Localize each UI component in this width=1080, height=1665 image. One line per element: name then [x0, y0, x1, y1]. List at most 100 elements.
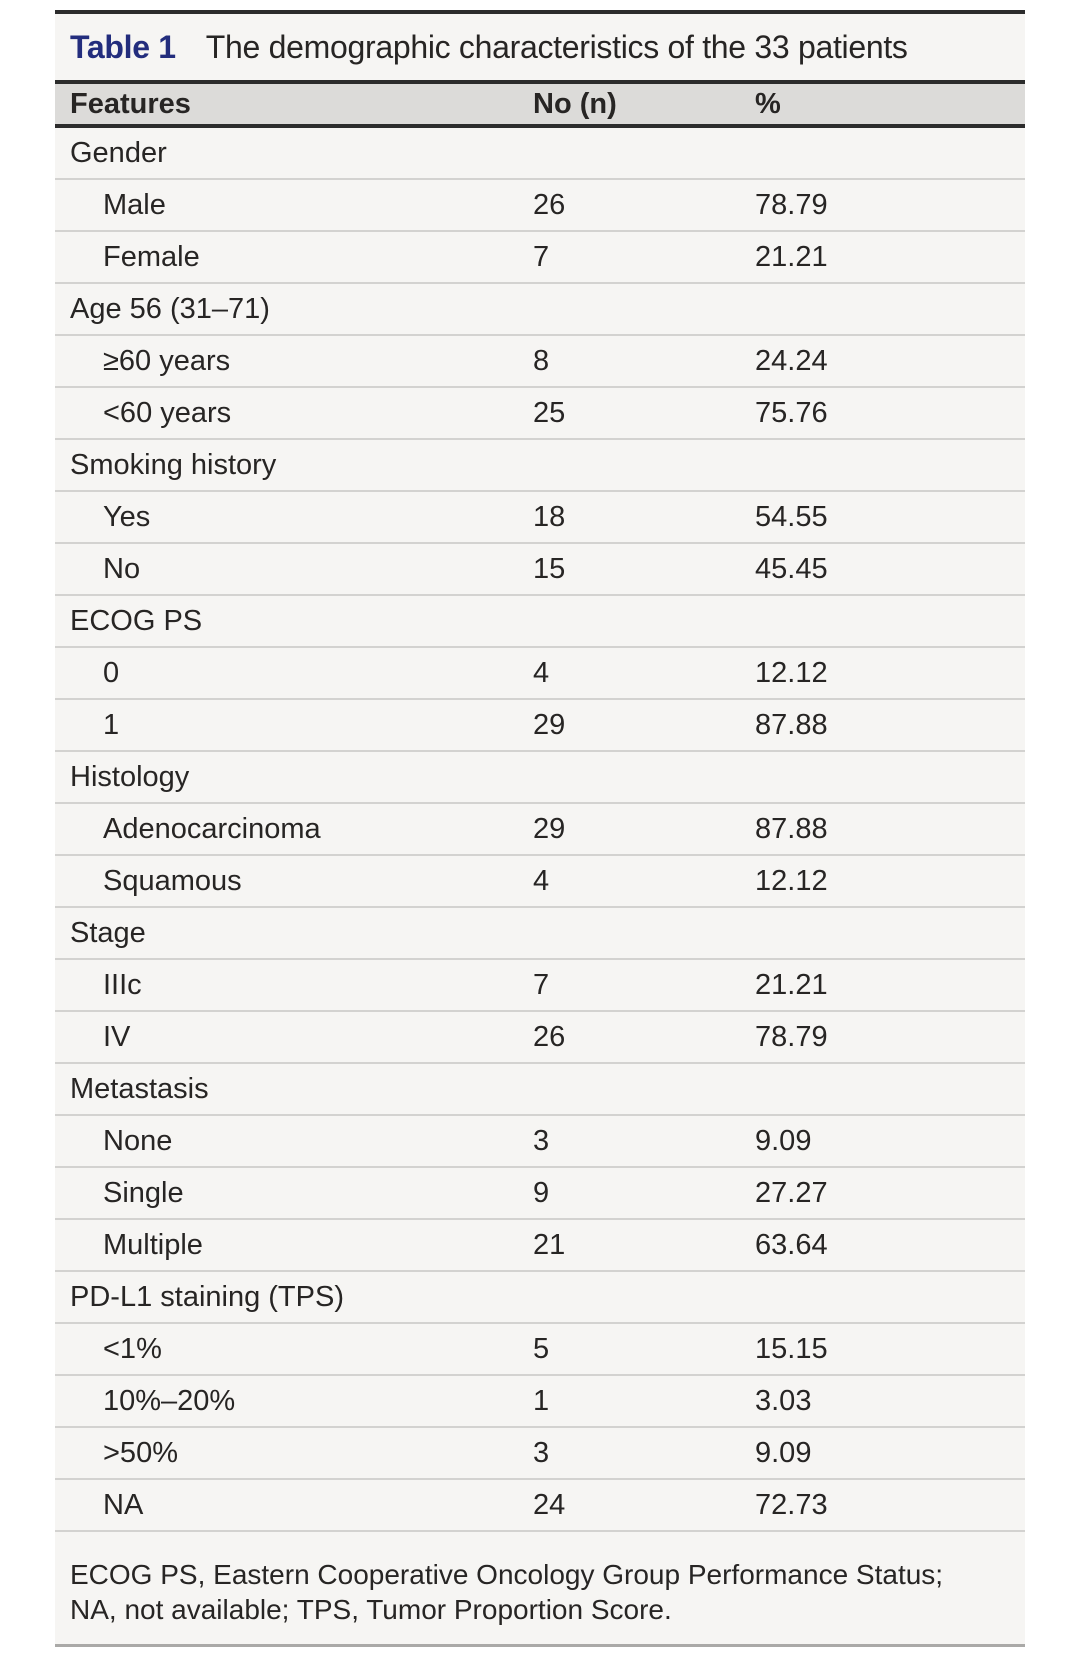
percent-cell: 72.73 — [755, 1488, 828, 1521]
column-header-features: Features — [70, 87, 191, 120]
feature-cell: Female — [103, 240, 200, 273]
table-row: <1% 5 15.15 — [55, 1324, 1025, 1376]
percent-cell: 54.55 — [755, 500, 828, 533]
feature-cell: Multiple — [103, 1228, 203, 1261]
table-row: Stage — [55, 908, 1025, 960]
count-cell: 1 — [533, 1384, 550, 1417]
table-row: <60 years 25 75.76 — [55, 388, 1025, 440]
table-header-row: Features No (n) % — [55, 84, 1025, 124]
count-cell: 8 — [533, 344, 550, 377]
table-row: Metastasis — [55, 1064, 1025, 1116]
table-row: >50% 3 9.09 — [55, 1428, 1025, 1480]
feature-cell: Gender — [70, 136, 167, 169]
table-row: IV 26 78.79 — [55, 1012, 1025, 1064]
header-divider-rule — [55, 124, 1025, 128]
table-row: None 3 9.09 — [55, 1116, 1025, 1168]
feature-cell: Male — [103, 188, 166, 221]
table-top-rule — [55, 10, 1025, 14]
percent-cell: 12.12 — [755, 656, 828, 689]
percent-cell: 24.24 — [755, 344, 828, 377]
table-row: Yes 18 54.55 — [55, 492, 1025, 544]
caption-divider-rule — [55, 80, 1025, 84]
feature-cell: ≥60 years — [103, 344, 231, 377]
feature-cell: None — [103, 1124, 173, 1157]
table-row: Single 9 27.27 — [55, 1168, 1025, 1220]
feature-cell: 10%–20% — [103, 1384, 236, 1417]
feature-cell: 1 — [103, 708, 120, 741]
feature-cell: NA — [103, 1488, 144, 1521]
table-row: Adenocarcinoma 29 87.88 — [55, 804, 1025, 856]
feature-cell: Squamous — [103, 864, 242, 897]
feature-cell: IV — [103, 1020, 131, 1053]
percent-cell: 15.15 — [755, 1332, 828, 1365]
feature-cell: Metastasis — [70, 1072, 209, 1105]
count-cell: 7 — [533, 240, 550, 273]
table-row: PD-L1 staining (TPS) — [55, 1272, 1025, 1324]
count-cell: 24 — [533, 1488, 566, 1521]
percent-cell: 9.09 — [755, 1124, 812, 1157]
percent-cell: 87.88 — [755, 708, 828, 741]
feature-cell: Yes — [103, 500, 151, 533]
count-cell: 4 — [533, 656, 550, 689]
count-cell: 5 — [533, 1332, 550, 1365]
count-cell: 21 — [533, 1228, 566, 1261]
table-label: Table 1 — [70, 28, 176, 65]
count-cell: 9 — [533, 1176, 550, 1209]
column-header-percent: % — [755, 87, 781, 120]
percent-cell: 3.03 — [755, 1384, 812, 1417]
feature-cell: Adenocarcinoma — [103, 812, 321, 845]
feature-cell: No — [103, 552, 141, 585]
table-title: The demographic characteristics of the 3… — [205, 28, 908, 65]
percent-cell: 45.45 — [755, 552, 828, 585]
feature-cell: Single — [103, 1176, 184, 1209]
percent-cell: 78.79 — [755, 1020, 828, 1053]
feature-cell: <60 years — [103, 396, 232, 429]
table-row: Multiple 21 63.64 — [55, 1220, 1025, 1272]
count-cell: 3 — [533, 1436, 550, 1469]
table-row: Histology — [55, 752, 1025, 804]
table-row: 10%–20% 1 3.03 — [55, 1376, 1025, 1428]
count-cell: 29 — [533, 812, 566, 845]
percent-cell: 9.09 — [755, 1436, 812, 1469]
feature-cell: 0 — [103, 656, 120, 689]
table-row: NA 24 72.73 — [55, 1480, 1025, 1532]
feature-cell: Age 56 (31–71) — [70, 292, 270, 325]
count-cell: 25 — [533, 396, 566, 429]
table-footnote: ECOG PS, Eastern Cooperative Oncology Gr… — [55, 1532, 1025, 1647]
table-row: Male 26 78.79 — [55, 180, 1025, 232]
percent-cell: 12.12 — [755, 864, 828, 897]
percent-cell: 63.64 — [755, 1228, 828, 1261]
count-cell: 18 — [533, 500, 566, 533]
column-header-count: No (n) — [533, 87, 617, 120]
count-cell: 26 — [533, 188, 566, 221]
feature-cell: Stage — [70, 916, 146, 949]
demographics-table: Table 1 The demographic characteristics … — [55, 10, 1025, 1647]
percent-cell: 21.21 — [755, 968, 828, 1001]
table-row: 0 4 12.12 — [55, 648, 1025, 700]
feature-cell: ECOG PS — [70, 604, 203, 637]
table-row: ≥60 years 8 24.24 — [55, 336, 1025, 388]
table-row: Female 7 21.21 — [55, 232, 1025, 284]
table-row: ECOG PS — [55, 596, 1025, 648]
feature-cell: PD-L1 staining (TPS) — [70, 1280, 344, 1313]
count-cell: 26 — [533, 1020, 566, 1053]
count-cell: 4 — [533, 864, 550, 897]
table-caption: Table 1 The demographic characteristics … — [55, 14, 1025, 80]
count-cell: 29 — [533, 708, 566, 741]
percent-cell: 27.27 — [755, 1176, 828, 1209]
table-body: Gender Male 26 78.79 Female 7 21.21 Age … — [55, 128, 1025, 1532]
table-row: No 15 45.45 — [55, 544, 1025, 596]
count-cell: 3 — [533, 1124, 550, 1157]
feature-cell: Smoking history — [70, 448, 277, 481]
table-row: Smoking history — [55, 440, 1025, 492]
count-cell: 7 — [533, 968, 550, 1001]
percent-cell: 21.21 — [755, 240, 828, 273]
count-cell: 15 — [533, 552, 566, 585]
percent-cell: 75.76 — [755, 396, 828, 429]
table-row: Gender — [55, 128, 1025, 180]
feature-cell: <1% — [103, 1332, 162, 1365]
percent-cell: 87.88 — [755, 812, 828, 845]
feature-cell: Histology — [70, 760, 190, 793]
percent-cell: 78.79 — [755, 188, 828, 221]
